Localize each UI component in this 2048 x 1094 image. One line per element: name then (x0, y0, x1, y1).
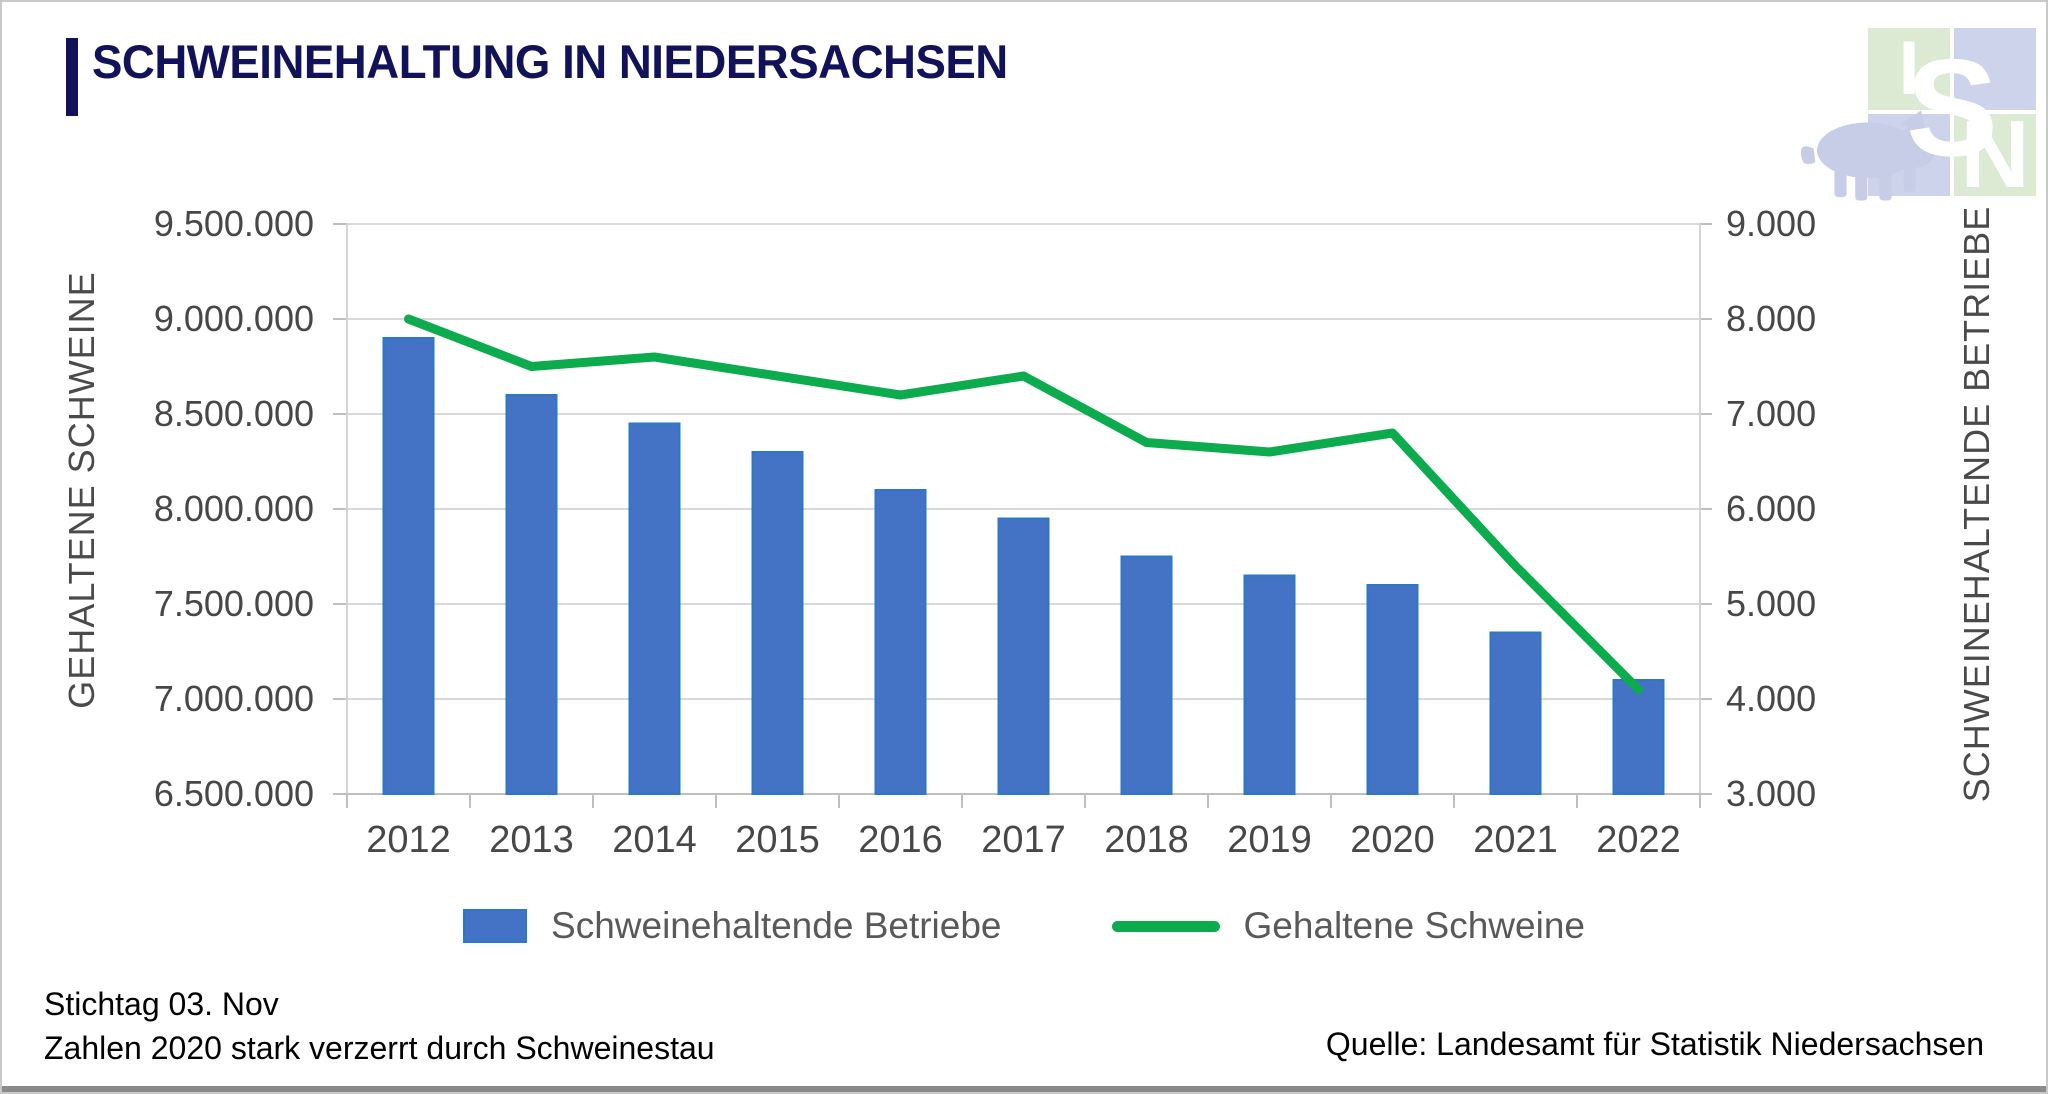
left-axis-tick-label: 8.000.000 (154, 488, 314, 529)
left-axis-tick-label: 8.500.000 (154, 393, 314, 434)
isn-logo: I S N (1800, 26, 2036, 208)
bar-2014 (628, 422, 681, 795)
left-axis-tick-label: 9.500.000 (154, 203, 314, 244)
bar-2013 (505, 394, 558, 795)
left-axis-tick-label: 6.500.000 (154, 773, 314, 814)
legend-label-betriebe: Schweinehaltende Betriebe (551, 905, 1002, 946)
right-axis-tick-label: 9.000 (1726, 203, 1816, 244)
bar-2018 (1120, 555, 1173, 795)
right-axis-tick-label: 7.000 (1726, 393, 1816, 434)
legend-label-schweine: Gehaltene Schweine (1243, 905, 1585, 946)
logo-square-top-left (1868, 28, 1950, 110)
logo-letter-s: S (1905, 31, 1999, 186)
line-swatch-icon (1111, 920, 1220, 932)
page-title: SCHWEINEHALTUNG IN NIEDERSACHSEN (92, 35, 1008, 88)
pig-icon (1788, 100, 1964, 204)
right-axis-title: SCHWEINEHALTENDE BETRIEBE (1956, 205, 1997, 803)
year-label-2017: 2017 (981, 819, 1066, 861)
left-axis-tick-label: 9.000.000 (154, 298, 314, 339)
year-label-2013: 2013 (489, 819, 574, 861)
logo-square-top-right (1954, 28, 2036, 110)
bar-swatch-icon (463, 909, 528, 943)
legend-item-schweine: Gehaltene Schweine (1111, 905, 1585, 947)
right-axis-tick-label: 4.000 (1726, 678, 1816, 719)
bar-2012 (382, 337, 435, 795)
legend: Schweinehaltende Betriebe Gehaltene Schw… (2, 905, 2046, 947)
right-axis-tick-label: 3.000 (1726, 773, 1816, 814)
footnote-stichtag: Stichtag 03. Nov (44, 986, 279, 1022)
year-label-2020: 2020 (1350, 819, 1435, 861)
title-accent-bar (66, 38, 78, 116)
footnote-schweinestau: Zahlen 2020 stark verzerrt durch Schwein… (44, 1030, 715, 1066)
year-label-2021: 2021 (1473, 819, 1558, 861)
left-axis-tick-label: 7.500.000 (154, 583, 314, 624)
left-axis-tick-label: 7.000.000 (154, 678, 314, 719)
source-note: Quelle: Landesamt für Statistik Niedersa… (1325, 1026, 1984, 1062)
pigs-line (404, 314, 1643, 694)
year-label-2012: 2012 (366, 819, 451, 861)
right-axis-tick-label: 8.000 (1726, 298, 1816, 339)
left-axis-title: GEHALTENE SCHWEINE (61, 271, 102, 709)
bar-2022 (1612, 679, 1665, 795)
legend-item-betriebe: Schweinehaltende Betriebe (463, 905, 1002, 947)
bar-2016 (874, 489, 927, 795)
right-axis-tick-label: 6.000 (1726, 488, 1816, 529)
year-label-2014: 2014 (612, 819, 697, 861)
bar-2015 (751, 451, 804, 795)
logo-square-bottom-right (1954, 114, 2036, 196)
year-label-2016: 2016 (858, 819, 943, 861)
right-axis-tick-label: 5.000 (1726, 583, 1816, 624)
bar-2017 (997, 517, 1050, 795)
bar-2020 (1366, 584, 1419, 795)
logo-letter-n: N (1960, 101, 2030, 208)
year-label-2018: 2018 (1104, 819, 1189, 861)
logo-letter-i: I (1898, 26, 1920, 111)
year-label-2019: 2019 (1227, 819, 1312, 861)
bar-2021 (1489, 631, 1542, 795)
bar-2019 (1243, 574, 1296, 795)
year-label-2015: 2015 (735, 819, 820, 861)
bottom-border-strip (2, 1086, 2046, 1092)
year-label-2022: 2022 (1596, 819, 1681, 861)
footnotes: Stichtag 03. Nov Zahlen 2020 stark verze… (44, 982, 715, 1070)
